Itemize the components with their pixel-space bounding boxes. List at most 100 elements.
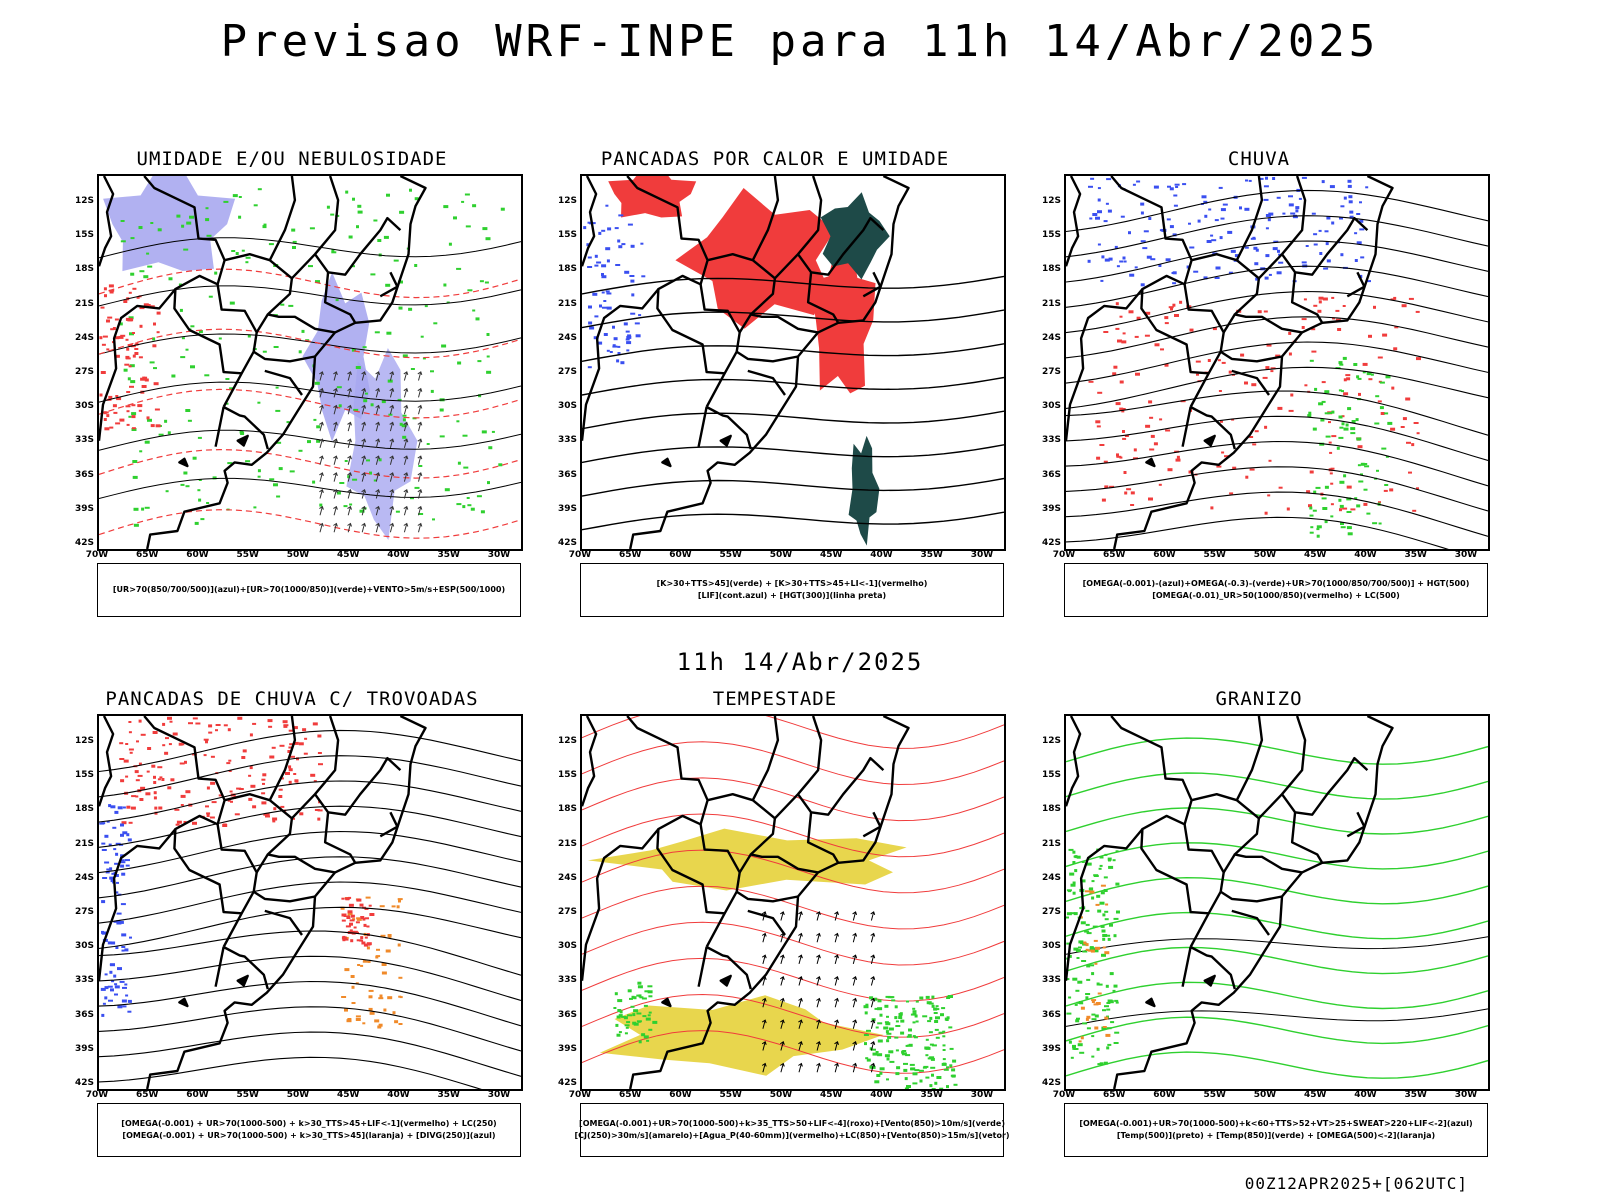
longitude-tick-label: 55W — [236, 550, 259, 560]
country-border — [751, 176, 780, 261]
country-border — [99, 828, 177, 981]
longitude-tick-label: 50W — [286, 550, 310, 560]
map-canvas — [99, 716, 521, 1089]
country-border — [705, 351, 738, 408]
latitude-tick-label: 21S — [557, 838, 577, 849]
longitude-tick-label: 55W — [1203, 550, 1226, 560]
temp850-contour — [1066, 876, 1488, 905]
country-border — [697, 406, 708, 447]
country-border — [706, 945, 752, 990]
country-border — [223, 945, 269, 990]
country-border — [1290, 272, 1324, 324]
longitude-tick-label: 60W — [1153, 1090, 1176, 1100]
latitude-tick-label: 21S — [557, 298, 577, 309]
country-border — [268, 176, 297, 261]
country-border — [1235, 176, 1264, 261]
country-border — [656, 274, 741, 375]
thunderstorm-red-areas — [341, 896, 375, 947]
country-border — [806, 272, 840, 324]
longitude-tick-label: 60W — [669, 1090, 692, 1100]
hgt300-contour — [582, 376, 1004, 396]
andes-border — [1066, 176, 1082, 267]
latitude-tick-label: 12S — [557, 196, 577, 206]
country-border — [1190, 405, 1236, 450]
longitude-tick-label: 35W — [437, 550, 460, 560]
longitude-tick-label: 50W — [769, 1090, 793, 1100]
temp500-contour — [1066, 936, 1488, 955]
coastline — [1113, 716, 1394, 1089]
rain-red-areas — [1088, 296, 1421, 515]
longitude-tick-label: 45W — [1304, 1090, 1327, 1100]
longitude-tick-label: 40W — [387, 550, 410, 560]
latitude-tick-label: 15S — [74, 770, 94, 781]
longitude-tick-label: 70W — [568, 550, 592, 560]
lake — [236, 434, 249, 447]
country-border — [255, 313, 269, 334]
latitude-tick-label: 15S — [557, 230, 577, 241]
map-frame — [97, 174, 523, 551]
longitude-tick-label: 60W — [1153, 550, 1176, 560]
lake — [1145, 457, 1156, 468]
hgt300-contour — [582, 511, 1004, 531]
legend-line: [UR>70(850/700/500)](azul)+[UR>70(1000/8… — [112, 585, 506, 594]
andes-border — [99, 716, 115, 807]
legend-line: [OMEGA(-0.001) + UR>70(1000-500) + k>30_… — [122, 1131, 496, 1140]
political-borders — [99, 176, 427, 549]
political-borders — [582, 176, 910, 549]
country-border — [323, 812, 357, 864]
coastline — [629, 716, 910, 1089]
political-borders — [1066, 716, 1394, 1089]
country-border — [379, 271, 399, 298]
longitude-tick-label: 40W — [387, 1090, 410, 1100]
latitude-tick-label: 33S — [1041, 435, 1061, 446]
country-border — [173, 814, 258, 915]
latitude-tick-label: 18S — [557, 804, 577, 815]
temp850-contour — [1066, 946, 1488, 975]
temp850-green — [1066, 848, 1120, 1066]
precipitable-water-contour — [582, 777, 1004, 822]
streamline — [99, 1031, 521, 1077]
latitude-tick-label: 39S — [557, 503, 577, 514]
longitude-tick-label: 65W — [1103, 1090, 1126, 1100]
latitude-tick-label: 27S — [74, 907, 94, 917]
panel-legend: [K>30+TTS>45](verde) + [K>30+TTS>45+LI<-… — [580, 563, 1004, 617]
country-border — [1190, 945, 1236, 990]
latitude-tick-label: 33S — [74, 435, 94, 446]
latitude-tick-label: 42S — [74, 1078, 94, 1088]
country-border — [1346, 271, 1366, 298]
humidity-area-blue — [302, 272, 370, 442]
precipitable-water-contour — [582, 849, 1004, 894]
run-identifier: 00Z12APR2025+[062UTC] — [1244, 1174, 1468, 1193]
longitude-tick-label: 40W — [1354, 1090, 1377, 1100]
country-border — [656, 814, 741, 915]
coastline — [1113, 176, 1394, 549]
longitude-tick-label: 70W — [1052, 550, 1076, 560]
thickness-contour — [99, 448, 521, 479]
legend-line: [LIF](cont.azul) + [HGT(300)](linha pret… — [697, 591, 887, 600]
country-border — [264, 909, 303, 936]
map-canvas — [99, 176, 521, 549]
lifted-index-blue — [583, 204, 646, 369]
streamline — [99, 805, 521, 848]
humidity-area-blue — [346, 348, 418, 540]
streamline — [1066, 316, 1488, 359]
lake — [661, 457, 672, 468]
streamline — [99, 780, 521, 823]
country-border — [862, 271, 882, 298]
temp850-contour — [1066, 911, 1488, 940]
longitude-tick-label: 70W — [568, 1090, 592, 1100]
latitude-tick-label: 36S — [74, 1009, 94, 1020]
latitude-tick-label: 27S — [1041, 907, 1061, 917]
map-frame — [1064, 714, 1490, 1091]
longitude-tick-label: 40W — [1354, 550, 1377, 560]
coastline — [629, 176, 910, 549]
thickness-red-dashes — [99, 284, 161, 431]
country-border — [1233, 818, 1303, 874]
coastline — [146, 176, 427, 549]
country-border — [379, 811, 399, 838]
longitude-tick-label: 35W — [1404, 550, 1427, 560]
latitude-tick-label: 27S — [557, 367, 577, 377]
country-border — [223, 405, 269, 450]
convection-area-red — [608, 176, 697, 218]
longitude-tick-label: 60W — [669, 550, 692, 560]
